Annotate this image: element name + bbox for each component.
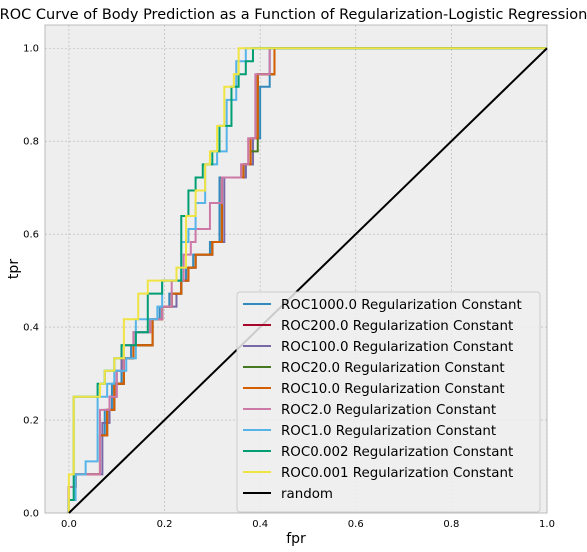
x-tick-label: 0.2 xyxy=(157,519,173,530)
chart-title: ROC Curve of Body Prediction as a Functi… xyxy=(0,7,587,23)
legend-entry: ROC0.002 Regularization Constant xyxy=(281,445,513,460)
legend-entry: ROC10.0 Regularization Constant xyxy=(281,382,505,397)
series-line-9 xyxy=(68,47,548,514)
legend-entry: random xyxy=(281,487,333,502)
y-tick-label: 1.0 xyxy=(23,44,39,55)
x-tick-label: 1.0 xyxy=(539,519,555,530)
y-tick-label: 0.2 xyxy=(23,416,39,427)
y-tick-label: 0.6 xyxy=(23,230,39,241)
x-tick-label: 0.4 xyxy=(252,519,268,530)
legend-entry: ROC1000.0 Regularization Constant xyxy=(281,298,522,313)
legend-entry: ROC1.0 Regularization Constant xyxy=(281,424,496,439)
legend-entry: ROC200.0 Regularization Constant xyxy=(281,319,513,334)
y-tick-label: 0.8 xyxy=(23,137,39,148)
y-axis-label: tpr xyxy=(6,259,22,279)
x-tick-label: 0.8 xyxy=(443,519,459,530)
legend-entry: ROC2.0 Regularization Constant xyxy=(281,403,496,418)
legend-box xyxy=(236,291,541,513)
x-tick-label: 0.6 xyxy=(348,519,364,530)
legend-entry: ROC20.0 Regularization Constant xyxy=(281,361,505,376)
legend: ROC1000.0 Regularization Constant ROC200.… xyxy=(236,291,541,513)
y-tick-label: 0.4 xyxy=(23,323,39,334)
tick-labels: 0.0 0.2 0.4 0.6 0.8 1.0 0.0 0.2 0.4 0.6 0.8 1.0 xyxy=(23,44,555,530)
x-tick-label: 0.0 xyxy=(61,519,77,530)
x-axis-label: fpr xyxy=(286,531,306,547)
series-lines xyxy=(67,47,548,514)
y-tick-label: 0.0 xyxy=(23,509,39,520)
legend-entry: ROC100.0 Regularization Constant xyxy=(281,340,513,355)
legend-entry: ROC0.001 Regularization Constant xyxy=(281,466,513,481)
series-line-8 xyxy=(67,47,547,513)
